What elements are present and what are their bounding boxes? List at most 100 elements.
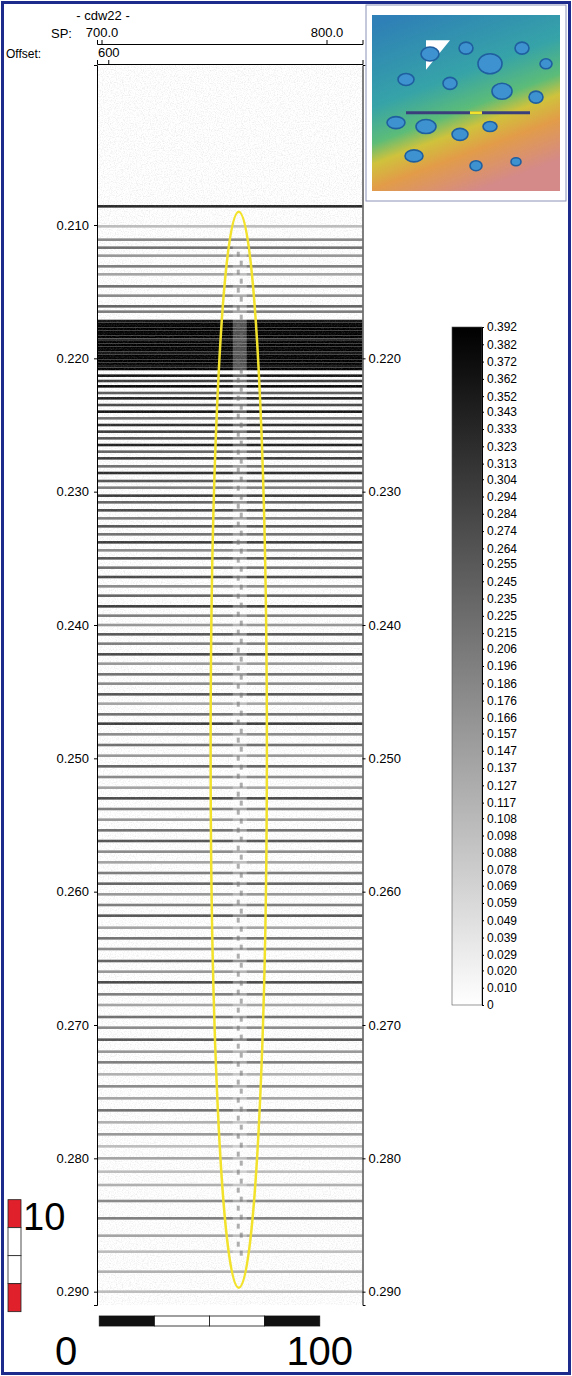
chimney-texture bbox=[237, 900, 240, 905]
tick-mark bbox=[482, 446, 484, 447]
chimney-texture bbox=[240, 531, 243, 536]
tick-mark bbox=[482, 548, 484, 549]
tick-mark bbox=[94, 1158, 97, 1159]
chimney-texture bbox=[240, 1161, 243, 1166]
tick-mark bbox=[363, 1158, 366, 1159]
inset-pockmark bbox=[398, 73, 414, 85]
y-axis-right-tick: 0.240 bbox=[363, 618, 402, 633]
tick-label: 0.260 bbox=[369, 884, 402, 899]
y-axis-left-tick: 0.230 bbox=[56, 484, 97, 499]
chimney-texture bbox=[240, 369, 243, 374]
tick-label: 0.260 bbox=[56, 884, 89, 899]
chimney-texture bbox=[240, 621, 243, 626]
tick-mark bbox=[363, 358, 366, 359]
chimney-texture bbox=[240, 765, 243, 770]
chimney-texture bbox=[240, 1143, 243, 1148]
chimney-texture bbox=[237, 324, 240, 329]
scale-label: 0 bbox=[55, 1329, 77, 1373]
inset-profile-highlight bbox=[470, 111, 482, 114]
chimney-texture bbox=[240, 1179, 243, 1184]
inset-frame bbox=[366, 5, 566, 201]
chimney-texture bbox=[240, 855, 243, 860]
y-axis-left-tick: 0.240 bbox=[56, 618, 97, 633]
tick-label: 0.029 bbox=[487, 948, 517, 962]
colorbar-axis-tick: 0.137 bbox=[482, 761, 517, 775]
chimney-texture bbox=[240, 261, 243, 266]
tick-label: 0.088 bbox=[487, 846, 517, 860]
chimney-texture bbox=[237, 486, 240, 491]
tick-mark bbox=[108, 60, 109, 64]
tick-label: 0.372 bbox=[487, 355, 517, 369]
tick-label: 0.127 bbox=[487, 779, 517, 793]
colorbar-axis-tick: 0.020 bbox=[482, 964, 517, 978]
chimney-texture bbox=[237, 1170, 240, 1175]
inset-pockmark bbox=[416, 120, 436, 134]
tick-mark bbox=[482, 785, 484, 786]
plot-area bbox=[97, 65, 363, 1305]
y-axis-left: 0.2100.2200.2300.2400.2500.2600.2700.280… bbox=[56, 66, 97, 1306]
axis-title: Offset: bbox=[6, 47, 41, 61]
tick-mark bbox=[482, 818, 484, 819]
chimney-texture bbox=[237, 468, 240, 473]
colorbar-axis-tick: 0.098 bbox=[482, 829, 517, 843]
scale-bar-segment bbox=[8, 1228, 21, 1256]
x2-axis: 600 bbox=[98, 45, 364, 65]
chimney-texture bbox=[237, 378, 240, 383]
tick-label: 0.220 bbox=[369, 351, 402, 366]
colorbar-axis-tick: 0.333 bbox=[482, 422, 517, 436]
tick-label: 0.280 bbox=[56, 1151, 89, 1166]
tick-mark bbox=[94, 492, 97, 493]
chimney-texture bbox=[237, 1206, 240, 1211]
chimney-texture bbox=[240, 333, 243, 338]
tick-label: 0.240 bbox=[56, 618, 89, 633]
axis-line bbox=[94, 66, 98, 1306]
tick-mark bbox=[482, 344, 484, 345]
chimney-texture bbox=[240, 873, 243, 878]
colorbar-axis-tick: 0.284 bbox=[482, 507, 517, 521]
chimney-texture bbox=[240, 1251, 243, 1256]
tick-label: 0.069 bbox=[487, 879, 517, 893]
chimney-texture bbox=[240, 945, 243, 950]
tick-label: 0.059 bbox=[487, 896, 517, 910]
tick-mark bbox=[482, 701, 484, 702]
tick-mark bbox=[482, 751, 484, 752]
y-axis-left-tick: 0.260 bbox=[56, 884, 97, 899]
tick-mark bbox=[482, 531, 484, 532]
tick-label: 600 bbox=[98, 45, 120, 60]
chimney-texture bbox=[240, 747, 243, 752]
tick-label: 0.039 bbox=[487, 931, 517, 945]
tick-mark bbox=[482, 379, 484, 380]
chimney-texture bbox=[240, 423, 243, 428]
chart: 700.0800.0600SP:Offset:- cdw22 -0.2100.2… bbox=[0, 0, 572, 1376]
tick-label: 800.0 bbox=[311, 25, 344, 40]
tick-label: 0.157 bbox=[487, 727, 517, 741]
tick-label: 0 bbox=[487, 998, 494, 1012]
inset-pockmark bbox=[421, 47, 439, 61]
colorbar-axis-tick: 0.343 bbox=[482, 405, 517, 419]
chimney-texture bbox=[237, 1224, 240, 1229]
chimney-texture bbox=[240, 387, 243, 392]
colorbar-axis-tick: 0.049 bbox=[482, 914, 517, 928]
chimney-texture bbox=[237, 738, 240, 743]
chimney-texture bbox=[240, 297, 243, 302]
chimney-texture bbox=[237, 360, 240, 365]
tick-mark bbox=[482, 718, 484, 719]
chimney-texture bbox=[237, 630, 240, 635]
tick-mark bbox=[482, 903, 484, 904]
tick-mark bbox=[94, 1292, 97, 1293]
chimney-texture bbox=[240, 657, 243, 662]
chimney-texture bbox=[237, 252, 240, 257]
chimney-texture bbox=[237, 918, 240, 923]
chimney-texture bbox=[237, 936, 240, 941]
chimney-texture bbox=[237, 306, 240, 311]
chimney-texture bbox=[237, 702, 240, 707]
chimney-texture bbox=[240, 1233, 243, 1238]
tick-label: 0.166 bbox=[487, 711, 517, 725]
tick-mark bbox=[482, 920, 484, 921]
chimney-texture bbox=[240, 585, 243, 590]
colorbar-axis-tick: 0.255 bbox=[482, 557, 517, 571]
tick-label: 0.206 bbox=[487, 642, 517, 656]
chimney-texture bbox=[237, 504, 240, 509]
chimney-texture bbox=[240, 495, 243, 500]
chimney-texture bbox=[237, 1134, 240, 1139]
